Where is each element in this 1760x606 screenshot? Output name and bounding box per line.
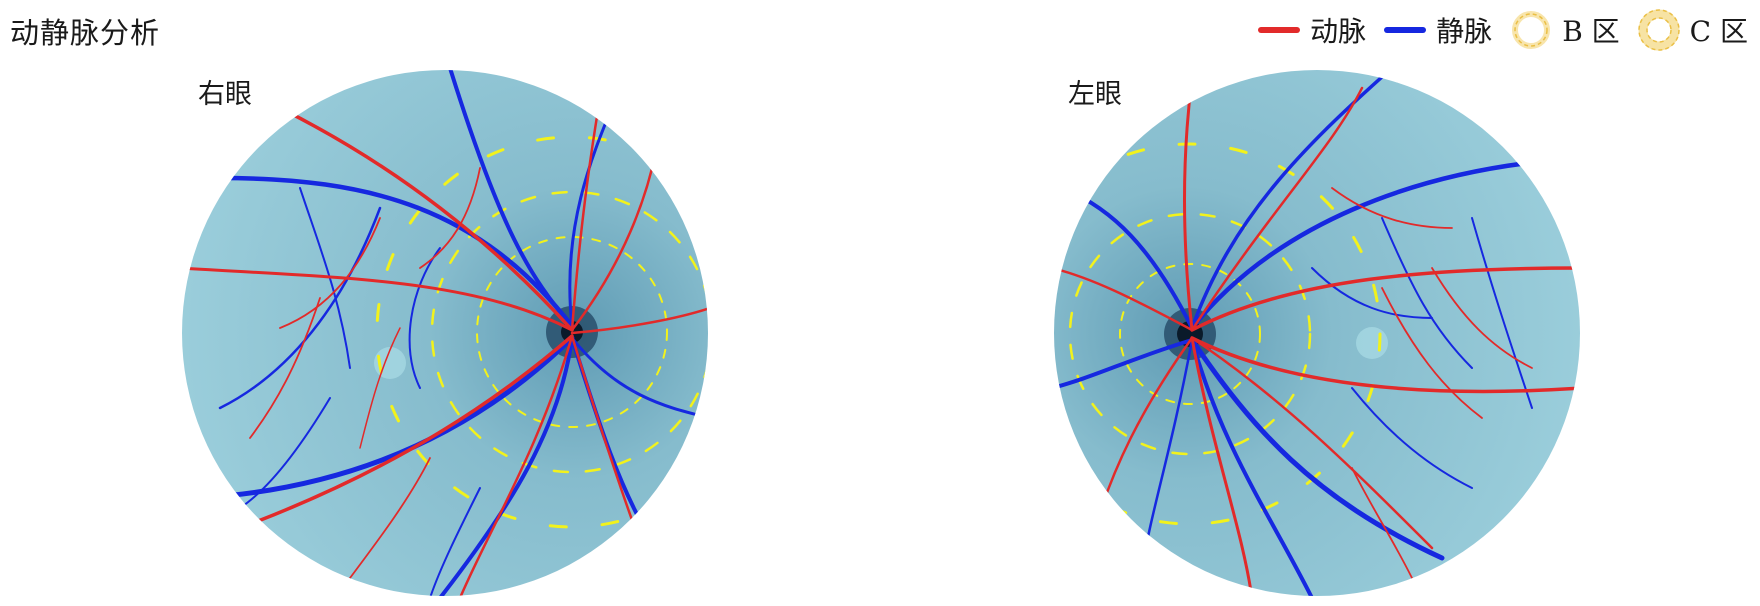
legend-label-zone-b: B 区 bbox=[1562, 15, 1620, 48]
page-title: 动静脉分析 bbox=[10, 16, 161, 50]
right-eye-fundus-image[interactable] bbox=[180, 68, 710, 598]
left-eye-label: 左眼 bbox=[1068, 79, 1122, 110]
legend-item-zone-b[interactable]: B 区 bbox=[1510, 9, 1620, 51]
artery-line-icon bbox=[1258, 27, 1301, 33]
left-eye-fundus-image[interactable] bbox=[1052, 68, 1582, 598]
vein-line-icon bbox=[1384, 27, 1427, 33]
legend: 动脉 静脉 B 区 C 区 bbox=[1258, 8, 1748, 52]
legend-item-artery[interactable]: 动脉 bbox=[1258, 10, 1366, 50]
right-eye-label: 右眼 bbox=[198, 79, 252, 110]
legend-item-vein[interactable]: 静脉 bbox=[1384, 10, 1492, 50]
legend-item-zone-c[interactable]: C 区 bbox=[1637, 9, 1748, 51]
legend-label-zone-c: C 区 bbox=[1689, 15, 1748, 48]
zone-b-ring-icon bbox=[1512, 11, 1551, 49]
legend-label-artery: 动脉 bbox=[1310, 15, 1367, 48]
legend-label-vein: 静脉 bbox=[1436, 15, 1493, 48]
zone-c-ring-icon bbox=[1637, 9, 1680, 51]
